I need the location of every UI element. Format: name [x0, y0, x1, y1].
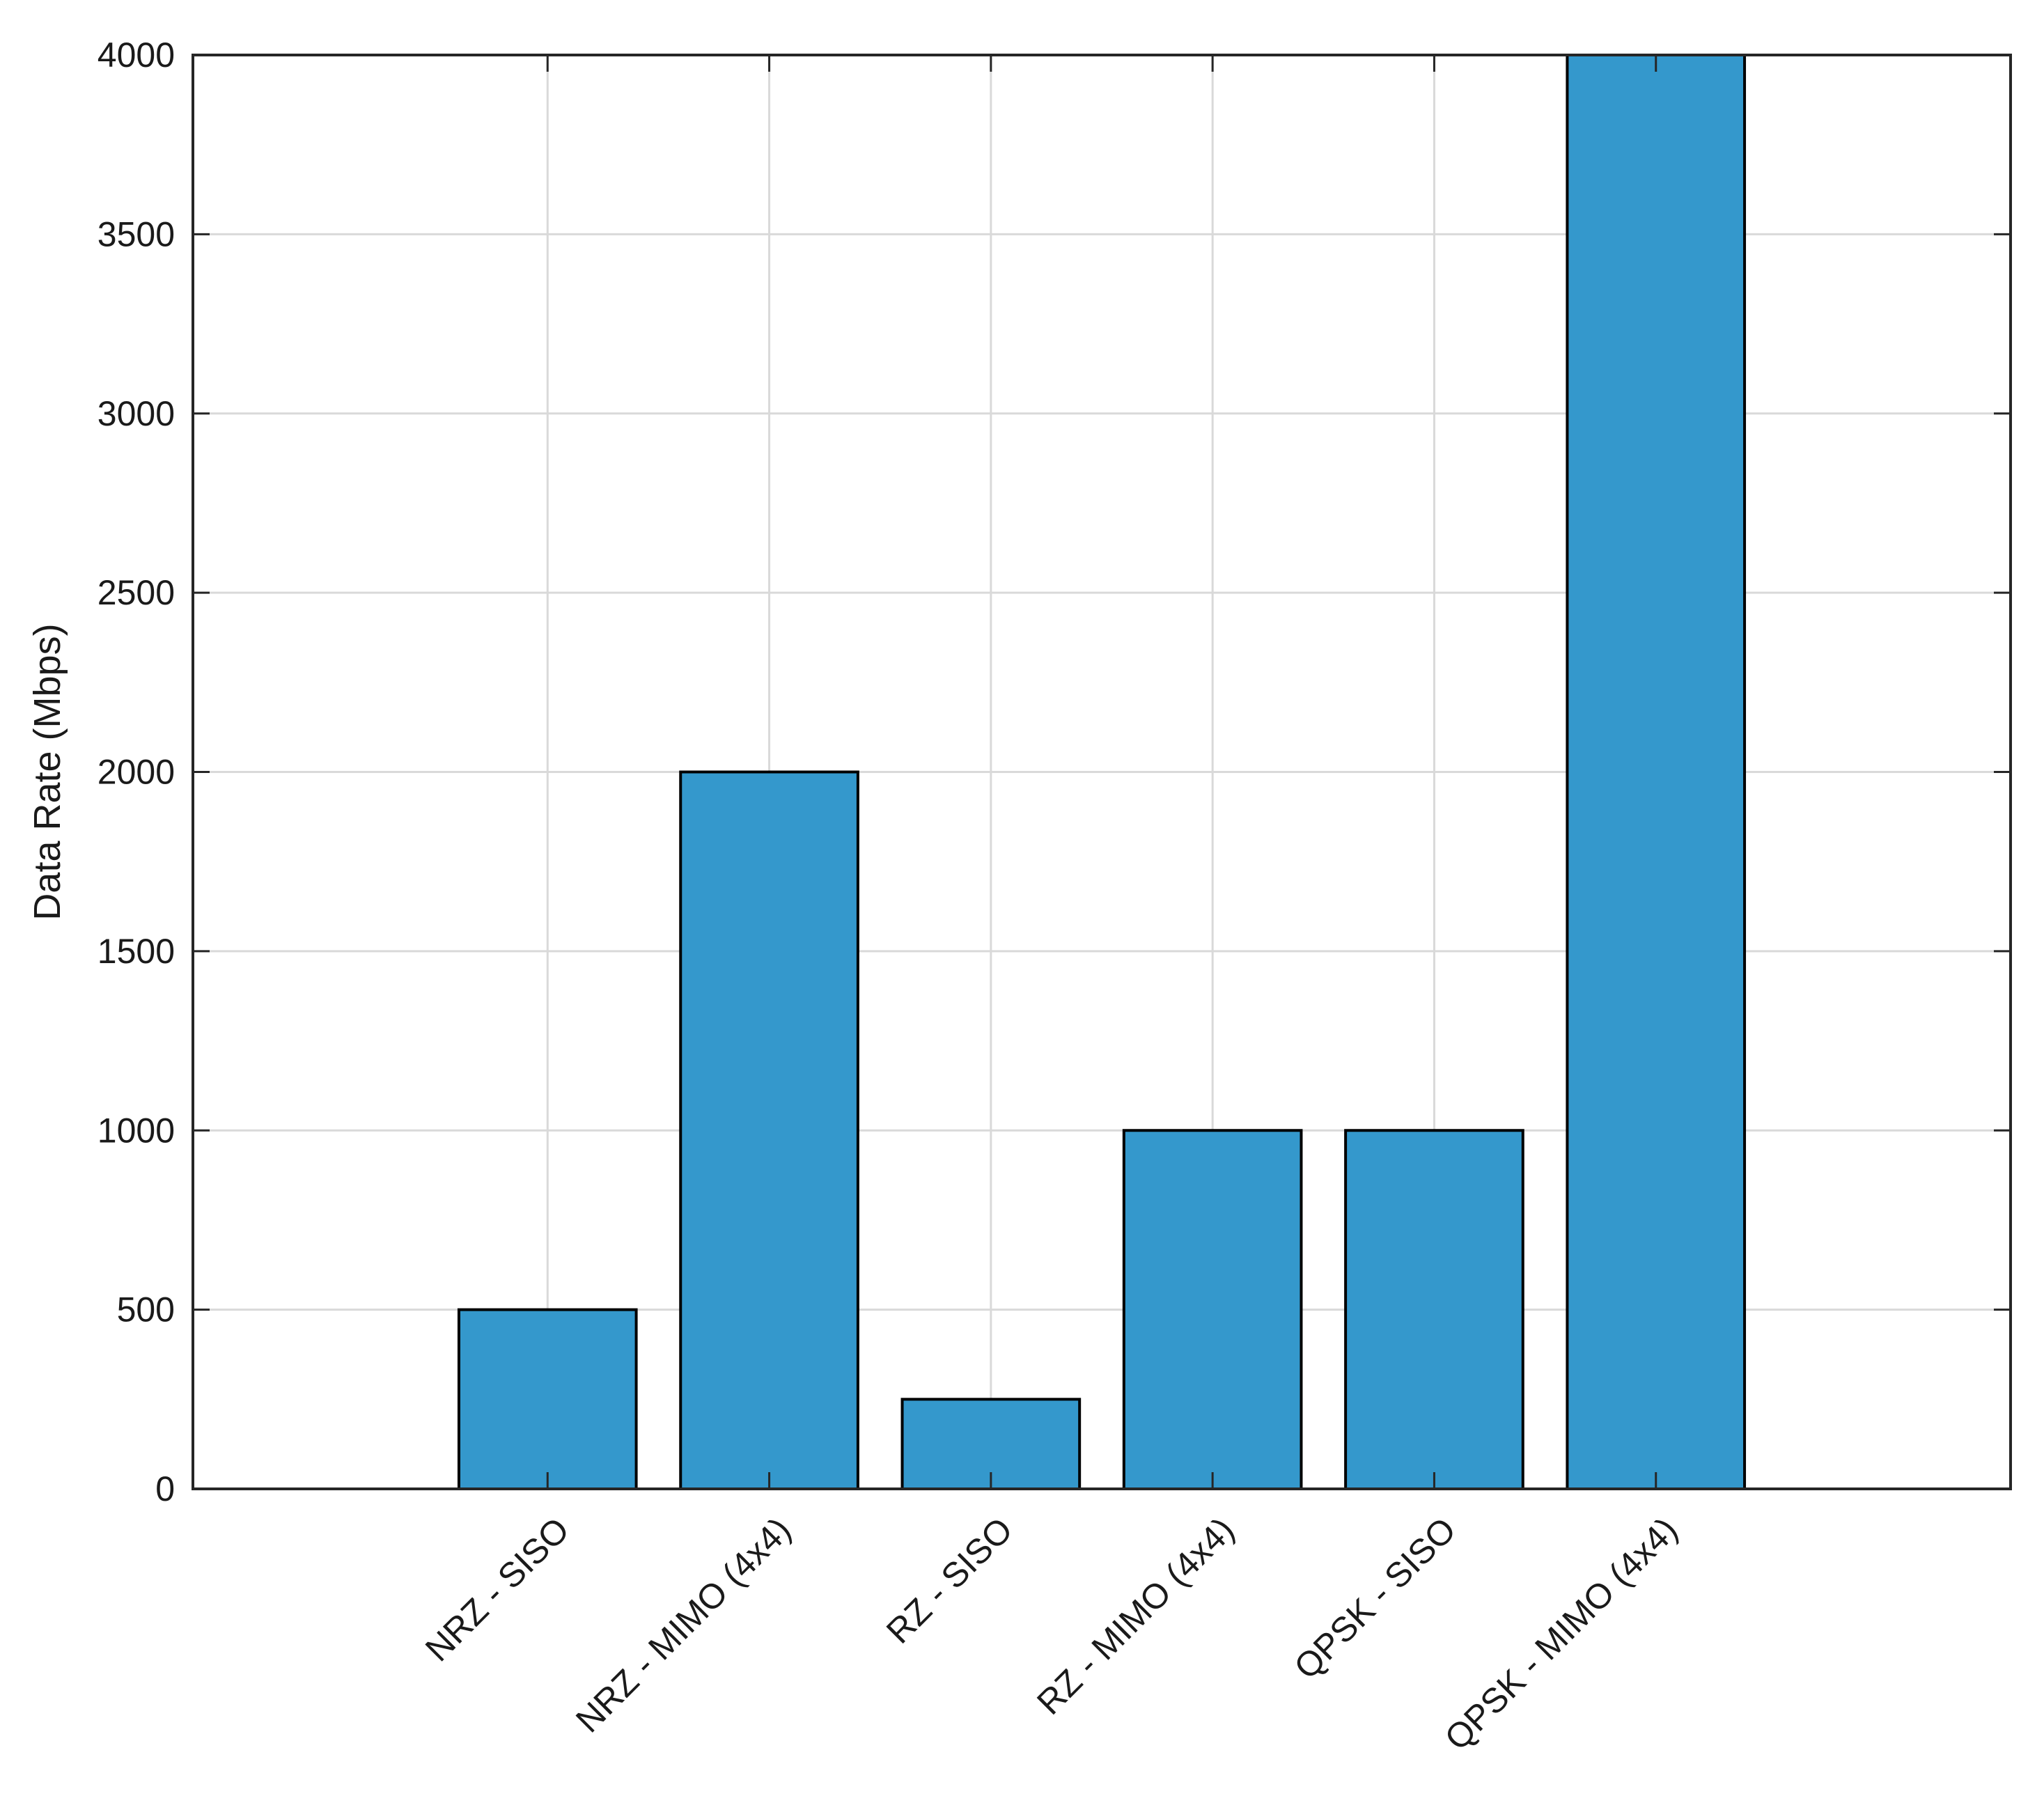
y-tick-label: 4000 [97, 36, 175, 75]
x-tick-label: QPSK - SISO [1286, 1510, 1463, 1687]
bar [679, 770, 859, 1490]
bar [1344, 1129, 1524, 1490]
x-tick-label: NRZ - MIMO (4x4) [568, 1510, 798, 1740]
bar [1122, 1129, 1303, 1490]
y-tick-label: 3500 [97, 214, 175, 253]
y-tick-label: 2500 [97, 573, 175, 612]
bar [457, 1308, 638, 1490]
x-tick-label: NRZ - SISO [418, 1510, 577, 1669]
x-tick-label: RZ - MIMO (4x4) [1029, 1510, 1242, 1722]
y-axis-tick-labels: 0 500 1000 1500 2000 2500 3000 3500 4000 [97, 36, 175, 1508]
bars [457, 54, 1747, 1490]
x-tick-label: RZ - SISO [879, 1510, 1020, 1651]
y-tick-label: 0 [155, 1469, 175, 1508]
bar [1566, 54, 1747, 1490]
y-tick-label: 500 [117, 1290, 175, 1329]
y-tick-label: 1500 [97, 932, 175, 971]
x-tick-label: QPSK - MIMO (4x4) [1437, 1510, 1685, 1758]
y-axis-title: Data Rate (Mbps) [26, 623, 68, 920]
y-tick-label: 3000 [97, 394, 175, 433]
tick-marks [193, 54, 2011, 1490]
y-tick-label: 2000 [97, 753, 175, 792]
y-tick-label: 1000 [97, 1111, 175, 1150]
